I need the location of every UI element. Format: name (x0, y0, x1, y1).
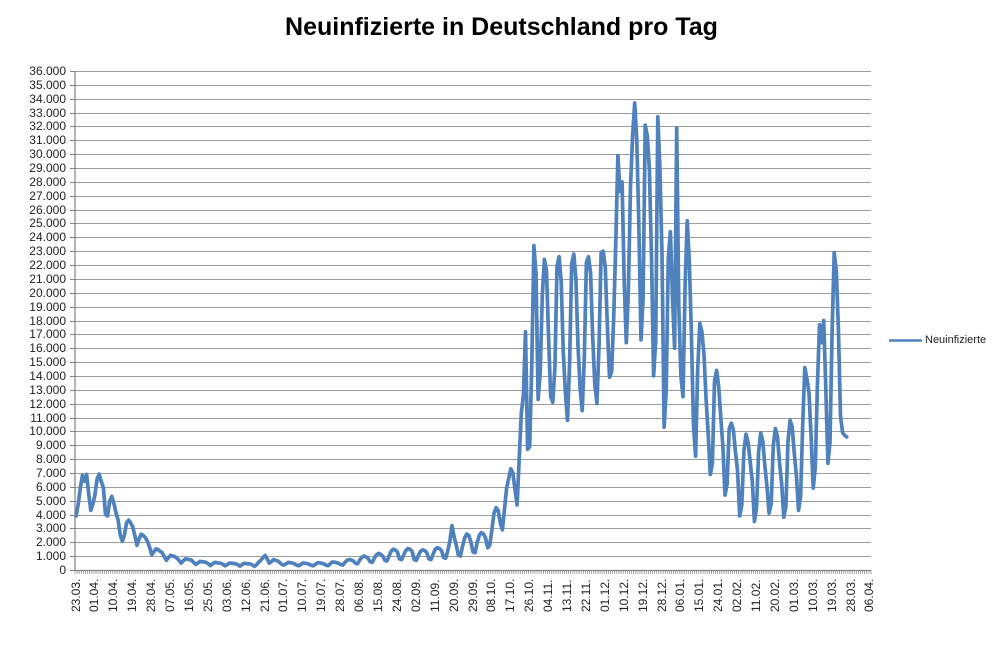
x-tick-label: 17.10. (503, 578, 518, 612)
y-tick-label: 23.000 (29, 244, 66, 259)
x-tick-label: 29.09. (465, 578, 480, 612)
y-tick-label: 6.000 (35, 479, 66, 494)
legend: Neuinfizierte (889, 334, 986, 346)
y-tick-label: 36.000 (29, 64, 66, 78)
x-tick-label: 01.03. (786, 578, 801, 612)
x-tick-label: 11.09. (427, 579, 442, 612)
x-tick-label: 10.04. (106, 578, 121, 612)
y-tick-label: 33.000 (29, 105, 66, 120)
legend-label: Neuinfizierte (925, 334, 987, 346)
y-tick-label: 26.000 (29, 202, 66, 217)
x-tick-label: 01.12. (597, 578, 612, 612)
x-tick-label: 16.05. (181, 578, 196, 612)
x-tick-label: 10.03. (805, 578, 820, 612)
x-tick-label: 08.10. (484, 578, 499, 612)
x-tick-label: 01.07. (276, 578, 291, 612)
x-tick-label: 02.09. (408, 578, 423, 612)
x-tick-label: 25.05. (200, 578, 215, 612)
chart-title: Neuinfizierte in Deutschland pro Tag (285, 13, 718, 41)
y-tick-label: 31.000 (29, 133, 66, 148)
x-tick-label: 28.04. (144, 578, 159, 612)
x-tick-label: 22.11. (578, 579, 593, 612)
x-tick-label: 19.07. (314, 578, 329, 612)
y-tick-label: 15.000 (29, 355, 66, 370)
y-tick-label: 11.000 (30, 410, 66, 425)
y-tick-label: 24.000 (29, 230, 66, 245)
series-line-neuinfizierte (74, 101, 849, 569)
x-tick-label: 10.07. (295, 578, 310, 612)
x-tick-label: 28.03. (843, 578, 858, 612)
y-tick-label: 34.000 (29, 91, 66, 106)
x-tick-label: 28.12. (654, 578, 669, 612)
y-tick-label: 13.000 (29, 382, 66, 397)
y-tick-label: 3.000 (35, 521, 66, 536)
x-tick-label: 06.04. (862, 578, 877, 612)
y-tick-label: 7.000 (35, 465, 66, 480)
x-tick-label: 20.09. (446, 578, 461, 612)
y-tick-label: 16.000 (29, 341, 66, 356)
y-tick-label: 10.000 (29, 424, 66, 439)
x-tick-label: 11.02. (749, 579, 764, 612)
y-tick-label: 19.000 (29, 299, 66, 314)
x-tick-label: 10.12. (616, 578, 631, 612)
y-tick-label: 8.000 (35, 452, 66, 467)
x-tick-label: 24.08. (389, 578, 404, 612)
y-tick-label: 32.000 (29, 119, 66, 134)
y-tick-label: 18.000 (29, 313, 66, 328)
x-tick-label: 19.12. (635, 578, 650, 612)
x-tick-label: 26.10. (522, 578, 537, 612)
x-tick-label: 24.01. (711, 578, 726, 612)
x-tick-label: 19.04. (125, 578, 140, 612)
y-tick-label: 22.000 (29, 258, 66, 273)
y-tick-label: 4.000 (35, 507, 66, 522)
y-tick-label: 28.000 (29, 174, 66, 189)
y-tick-label: 30.000 (29, 147, 66, 162)
y-tick-label: 1.000 (35, 549, 66, 564)
y-tick-label: 17.000 (29, 327, 66, 342)
x-tick-label: 07.05. (163, 578, 178, 612)
x-tick-label: 28.07. (333, 578, 348, 612)
y-tick-label: 2.000 (35, 535, 66, 550)
x-tick-label: 12.06. (238, 578, 253, 612)
y-tick-label: 5.000 (35, 493, 66, 508)
legend-line-swatch (889, 338, 922, 342)
x-tick-label: 06.08. (352, 578, 367, 612)
x-tick-label: 04.11. (541, 579, 556, 612)
y-tick-label: 27.000 (29, 188, 66, 203)
x-tick-label: 23.03. (68, 578, 83, 612)
y-tick-label: 20.000 (29, 285, 66, 300)
x-tick-label: 19.03. (824, 578, 839, 612)
y-tick-label: 29.000 (29, 161, 66, 176)
x-tick-label: 03.06. (219, 578, 234, 612)
x-tick-label: 15.08. (370, 578, 385, 612)
x-tick-label: 01.04. (87, 578, 102, 612)
x-tick-label: 13.11. (560, 579, 574, 612)
x-tick-label: 15.01. (692, 578, 707, 612)
x-tick-label: 21.06. (257, 578, 272, 612)
x-tick-label: 06.01. (673, 578, 688, 612)
y-tick-label: 35.000 (29, 77, 66, 92)
y-tick-label: 21.000 (29, 271, 66, 286)
x-tick-label: 02.02. (730, 578, 745, 612)
y-tick-label: 25.000 (29, 216, 66, 231)
y-tick-label: 9.000 (35, 438, 66, 453)
y-tick-label: 0 (59, 563, 66, 577)
y-tick-label: 12.000 (29, 396, 66, 411)
y-tick-label: 14.000 (29, 368, 66, 383)
x-tick-label: 20.02. (767, 578, 782, 612)
